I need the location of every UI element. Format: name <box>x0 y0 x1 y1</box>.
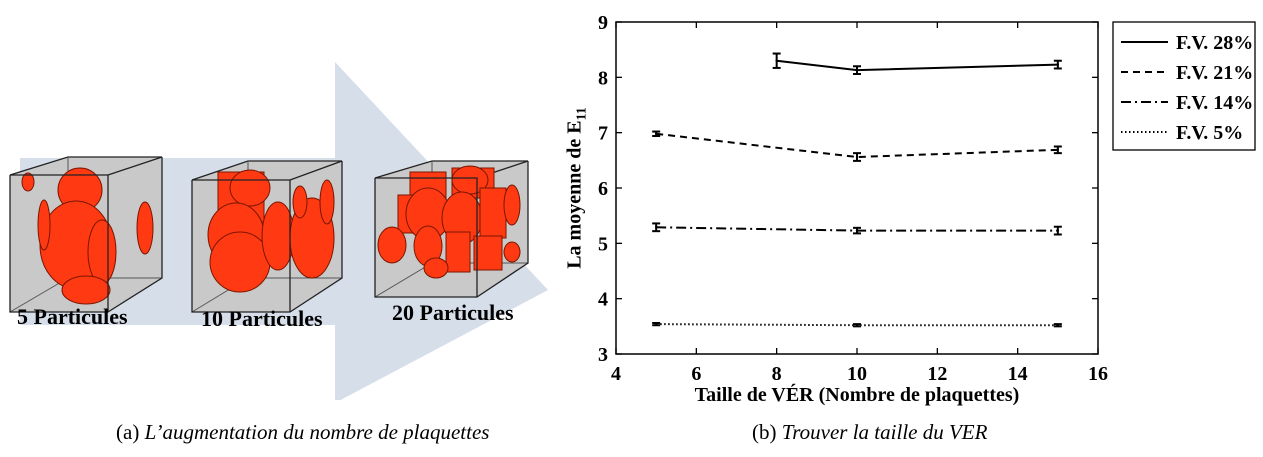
caption-b-text: Trouver la taille du VER <box>782 420 988 444</box>
data-point <box>1057 324 1059 326</box>
data-point <box>856 324 858 326</box>
legend-label-2: F.V. 14% <box>1176 92 1253 114</box>
y-tick-label: 7 <box>598 123 608 145</box>
y-tick-label: 3 <box>598 344 608 366</box>
data-point <box>1057 229 1059 231</box>
legend-label-0: F.V. 28% <box>1176 32 1253 54</box>
y-tick-label: 8 <box>598 67 608 89</box>
x-tick-label: 10 <box>847 363 867 385</box>
data-point <box>655 226 657 228</box>
x-axis-label: Taille de VÉR (Nombre de plaquettes) <box>695 384 1020 407</box>
legend-label-3: F.V. 5% <box>1176 122 1243 144</box>
caption-b: (b) Trouver la taille du VER <box>752 420 987 445</box>
y-axis-label-main: La moyenne de E <box>564 120 586 268</box>
x-tick-label: 6 <box>691 363 701 385</box>
legend-label-1: F.V. 21% <box>1176 62 1253 84</box>
data-point <box>856 69 858 71</box>
data-point <box>775 60 777 62</box>
x-tick-label: 14 <box>1008 363 1028 385</box>
caption-b-prefix: (b) <box>752 420 777 444</box>
data-point <box>1057 63 1059 65</box>
data-point <box>856 229 858 231</box>
data-point <box>1057 149 1059 151</box>
x-tick-label: 12 <box>927 363 947 385</box>
data-point <box>655 323 657 325</box>
y-tick-label: 6 <box>598 178 608 200</box>
x-tick-label: 16 <box>1088 363 1108 385</box>
series-line-0 <box>777 61 1058 70</box>
data-point <box>856 156 858 158</box>
x-tick-label: 8 <box>772 363 782 385</box>
y-axis-label-sub: 11 <box>575 107 590 120</box>
data-point <box>655 133 657 135</box>
y-tick-label: 9 <box>598 12 608 34</box>
x-tick-label: 4 <box>611 363 621 385</box>
y-tick-label: 4 <box>598 289 608 311</box>
y-tick-label: 5 <box>598 233 608 255</box>
